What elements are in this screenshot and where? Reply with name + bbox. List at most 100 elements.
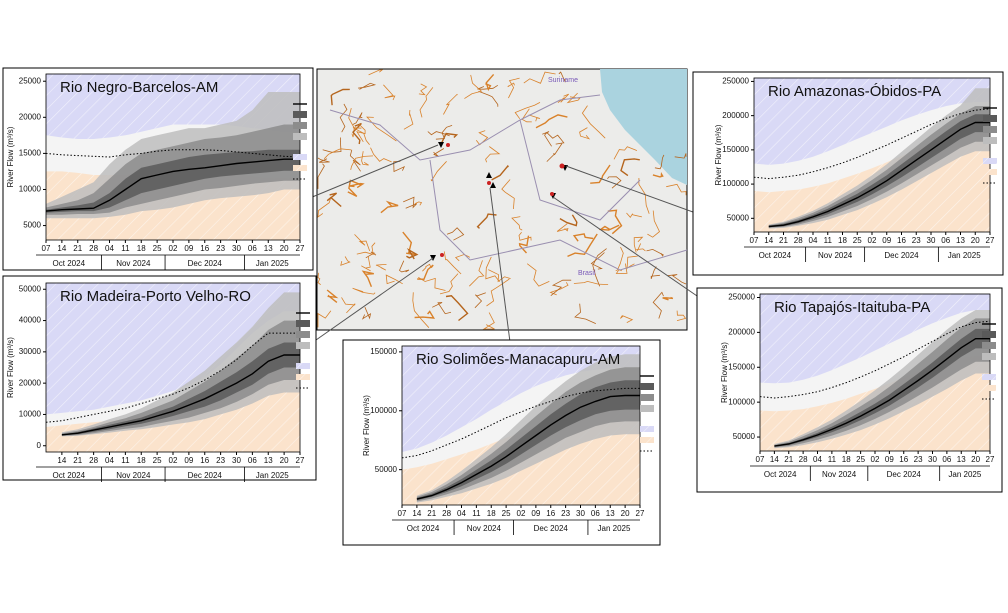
river — [317, 272, 321, 286]
river — [485, 256, 500, 283]
x-tick-label: 14 — [57, 244, 66, 253]
legend-swatch — [293, 165, 307, 171]
month-label: Jan 2025 — [948, 251, 981, 260]
river — [526, 263, 550, 287]
x-tick-label: 23 — [216, 244, 225, 253]
x-tick-label: 07 — [756, 455, 765, 464]
month-label: Dec 2024 — [887, 470, 922, 479]
river — [352, 122, 362, 145]
legend-swatch — [293, 154, 307, 160]
plot-area — [46, 74, 300, 240]
borders — [329, 94, 688, 271]
river — [368, 69, 384, 76]
river — [491, 164, 509, 181]
month-label: Nov 2024 — [116, 259, 151, 268]
x-tick-label: 30 — [232, 456, 241, 465]
river — [403, 109, 414, 130]
river — [317, 310, 332, 328]
river — [366, 116, 397, 142]
month-label: Nov 2024 — [116, 471, 151, 480]
y-tick-label: 100000 — [370, 406, 397, 415]
legend-swatch — [983, 137, 997, 144]
x-tick-label: 30 — [927, 236, 936, 245]
x-tick-label: 27 — [296, 244, 305, 253]
legend-swatch — [983, 169, 997, 175]
x-tick-label: 09 — [184, 244, 193, 253]
river — [485, 146, 501, 163]
river — [443, 93, 458, 115]
river — [607, 209, 623, 235]
y-tick-label: 0 — [37, 441, 42, 450]
y-axis-label: River Flow (m³/s) — [6, 337, 15, 398]
x-tick-label: 02 — [169, 244, 178, 253]
x-tick-label: 02 — [169, 456, 178, 465]
x-tick-label: 30 — [232, 244, 241, 253]
river — [667, 274, 687, 285]
legend-swatch — [982, 342, 996, 349]
river — [352, 112, 363, 125]
x-tick-label: 06 — [591, 509, 600, 518]
region — [402, 346, 640, 452]
x-tick-label: 28 — [89, 456, 98, 465]
x-tick-label: 09 — [184, 456, 193, 465]
x-tick-label: 25 — [502, 509, 511, 518]
month-label: Dec 2024 — [188, 471, 223, 480]
legend-swatch — [293, 133, 307, 140]
river — [445, 295, 469, 322]
river — [475, 130, 489, 146]
river — [361, 307, 372, 320]
river — [402, 231, 416, 256]
river — [417, 264, 434, 281]
river — [340, 256, 351, 266]
river — [573, 280, 609, 285]
x-tick-label: 04 — [105, 456, 114, 465]
x-tick-label: 25 — [856, 455, 865, 464]
y-tick-label: 25000 — [19, 76, 42, 85]
river — [572, 233, 594, 242]
x-tick-label: 09 — [531, 509, 540, 518]
series-line — [768, 121, 990, 228]
river — [635, 243, 646, 252]
y-tick-label: 50000 — [19, 284, 42, 293]
river — [398, 260, 410, 273]
river — [546, 132, 565, 145]
month-label: Dec 2024 — [884, 251, 919, 260]
river — [361, 151, 369, 166]
x-tick-label: 07 — [750, 236, 759, 245]
legend-swatch — [982, 353, 996, 360]
band — [774, 318, 990, 448]
y-tick-label: 100000 — [728, 397, 755, 406]
x-tick-label: 06 — [942, 455, 951, 464]
y-tick-label: 50000 — [375, 465, 398, 474]
connectors — [304, 144, 716, 343]
river — [647, 210, 660, 238]
y-axis-label: River Flow (m³/s) — [6, 126, 15, 187]
river — [477, 84, 499, 90]
y-tick-label: 40000 — [19, 316, 42, 325]
region — [760, 294, 990, 384]
region — [46, 283, 300, 415]
river — [339, 103, 348, 133]
series-line — [416, 394, 640, 500]
x-tick-label: 20 — [621, 509, 630, 518]
month-label: Dec 2024 — [188, 259, 223, 268]
river — [666, 183, 687, 196]
river — [385, 274, 403, 285]
x-tick-label: 20 — [971, 236, 980, 245]
river — [469, 260, 485, 287]
x-tick-label: 07 — [42, 244, 51, 253]
x-tick-label: 11 — [824, 236, 833, 245]
river — [646, 248, 664, 257]
river — [607, 176, 622, 189]
y-tick-label: 250000 — [728, 293, 755, 302]
band — [46, 149, 300, 213]
river — [354, 234, 371, 252]
band — [774, 328, 990, 447]
month-label: Oct 2024 — [764, 470, 797, 479]
x-tick-label: 21 — [779, 236, 788, 245]
y-tick-label: 50000 — [733, 432, 756, 441]
legend-swatch — [982, 374, 996, 380]
x-tick-label: 14 — [764, 236, 773, 245]
plot-area — [754, 78, 990, 232]
river — [375, 264, 387, 271]
